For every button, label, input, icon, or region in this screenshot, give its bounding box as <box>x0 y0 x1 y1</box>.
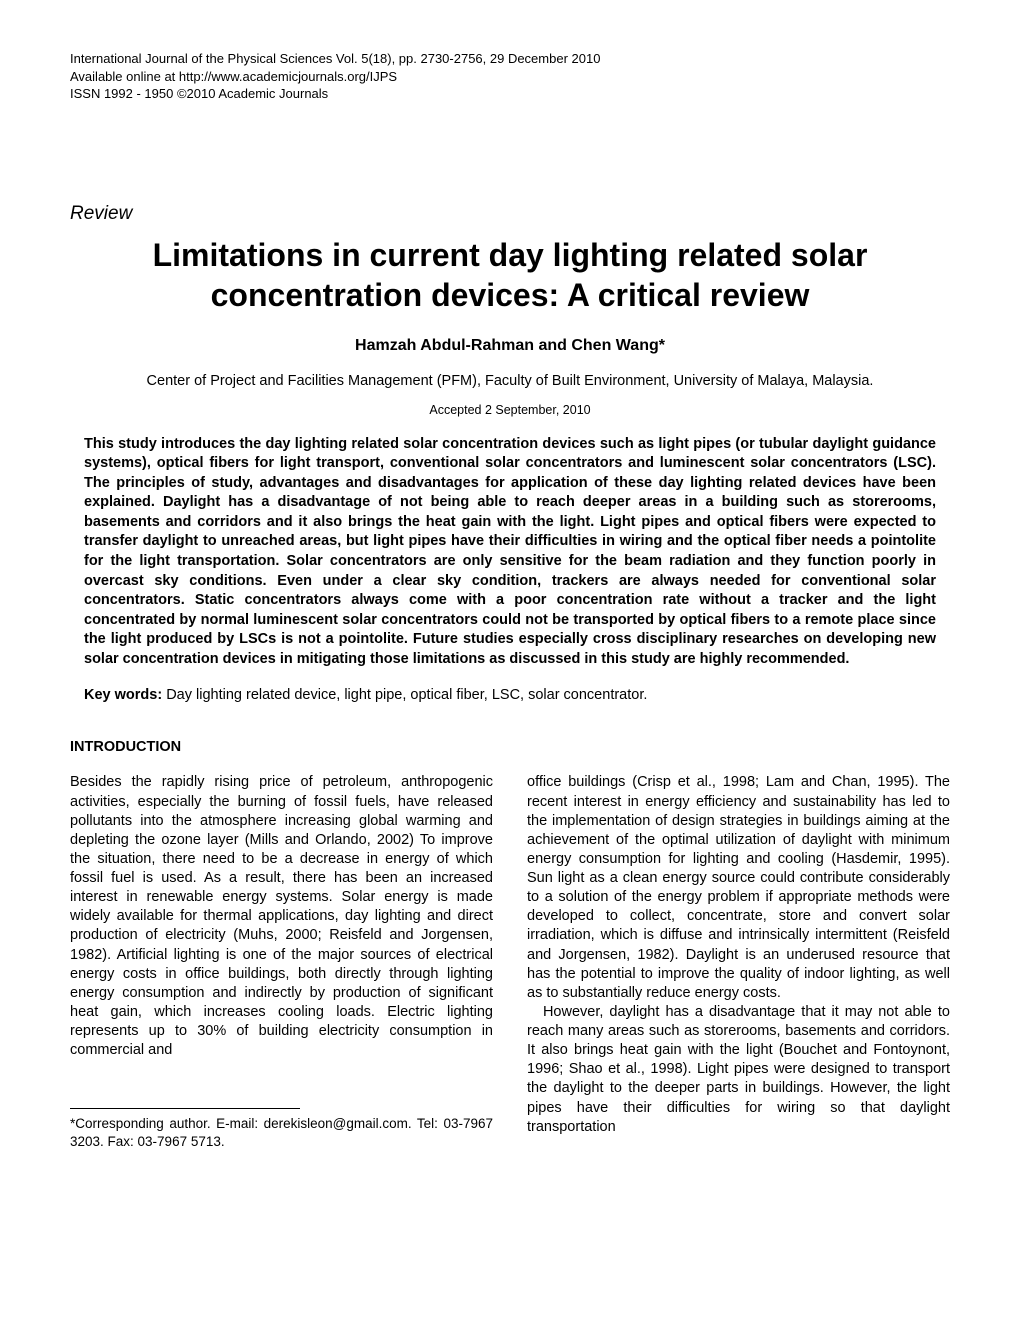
footnote-rule <box>70 1108 300 1109</box>
abstract: This study introduces the day lighting r… <box>84 435 936 670</box>
authors: Hamzah Abdul-Rahman and Chen Wang* <box>70 337 950 355</box>
column-right: office buildings (Crisp et al., 1998; La… <box>527 773 950 1150</box>
paper-title: Limitations in current day lighting rela… <box>70 235 950 315</box>
column-left: Besides the rapidly rising price of petr… <box>70 773 493 1150</box>
affiliation: Center of Project and Facilities Managem… <box>70 373 950 389</box>
section-heading-introduction: INTRODUCTION <box>70 739 950 755</box>
keywords-label: Key words: <box>84 687 162 703</box>
keywords-line: Key words: Day lighting related device, … <box>84 687 936 703</box>
right-paragraph-2: However, daylight has a disadvantage tha… <box>527 1003 950 1137</box>
review-label: Review <box>70 203 950 225</box>
keywords-text: Day lighting related device, light pipe,… <box>162 687 647 703</box>
right-paragraph-1: office buildings (Crisp et al., 1998; La… <box>527 773 950 1003</box>
journal-line-2: Available online at http://www.academicj… <box>70 68 950 86</box>
accepted-date: Accepted 2 September, 2010 <box>70 403 950 417</box>
corresponding-author-footnote: *Corresponding author. E-mail: derekisle… <box>70 1115 493 1150</box>
left-paragraph-1: Besides the rapidly rising price of petr… <box>70 773 493 1060</box>
journal-line-3: ISSN 1992 - 1950 ©2010 Academic Journals <box>70 85 950 103</box>
journal-line-1: International Journal of the Physical Sc… <box>70 50 950 68</box>
journal-header: International Journal of the Physical Sc… <box>70 50 950 103</box>
body-columns: Besides the rapidly rising price of petr… <box>70 773 950 1150</box>
